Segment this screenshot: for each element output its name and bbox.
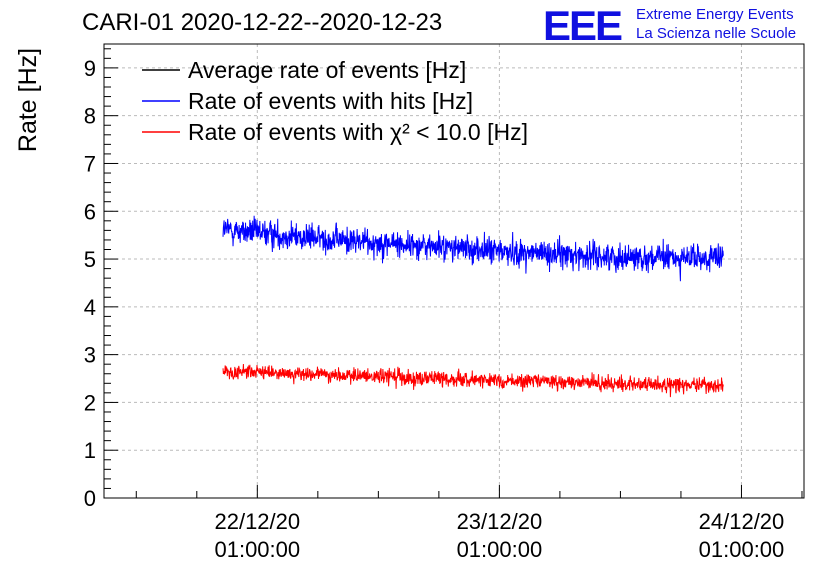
y-tick-label: 3 <box>84 343 96 368</box>
eee-logo: EEE Extreme Energy Events La Scienza nel… <box>543 2 796 49</box>
y-tick-label: 0 <box>84 486 96 511</box>
legend: Average rate of events [Hz] Rate of event… <box>142 57 528 145</box>
y-tick-label: 8 <box>84 104 96 129</box>
logo-line1: Extreme Energy Events <box>636 6 794 23</box>
y-tick-label: 2 <box>84 390 96 415</box>
x-tick-label-date: 22/12/20 <box>214 509 300 534</box>
legend-entry: Average rate of events [Hz] <box>188 57 466 83</box>
legend-entry: Rate of events with hits [Hz] <box>188 88 473 114</box>
logo-letters: EEE <box>543 2 622 49</box>
legend-entry: Rate of events with χ² < 10.0 [Hz] <box>188 119 528 145</box>
series-line <box>222 215 724 282</box>
grid <box>104 44 804 498</box>
logo-line2: La Scienza nelle Scuole <box>636 25 796 42</box>
plot-frame <box>103 43 805 499</box>
x-tick-label-time: 01:00:00 <box>214 537 300 562</box>
y-tick-label: 9 <box>84 56 96 81</box>
series-line <box>222 363 724 398</box>
x-axis: 22/12/20 01:00:00 23/12/20 01:00:00 24/12/20… <box>135 485 803 562</box>
x-tick-label-time: 01:00:00 <box>699 537 785 562</box>
y-tick-label: 6 <box>84 199 96 224</box>
y-axis: 0 1 2 3 4 5 6 7 8 9 <box>84 48 118 511</box>
x-tick-label-date: 23/12/20 <box>457 509 543 534</box>
x-tick-label-time: 01:00:00 <box>457 537 543 562</box>
y-tick-label: 4 <box>84 295 96 320</box>
series-rate-with-hits <box>222 215 724 282</box>
chart-title: CARI-01 2020-12-22--2020-12-23 <box>82 9 442 36</box>
series-rate-chi2 <box>222 363 724 398</box>
y-axis-label: Rate [Hz] <box>14 48 42 152</box>
x-tick-label-date: 24/12/20 <box>699 509 785 534</box>
y-tick-label: 1 <box>84 438 96 463</box>
y-tick-label: 7 <box>84 151 96 176</box>
y-tick-label: 5 <box>84 247 96 272</box>
